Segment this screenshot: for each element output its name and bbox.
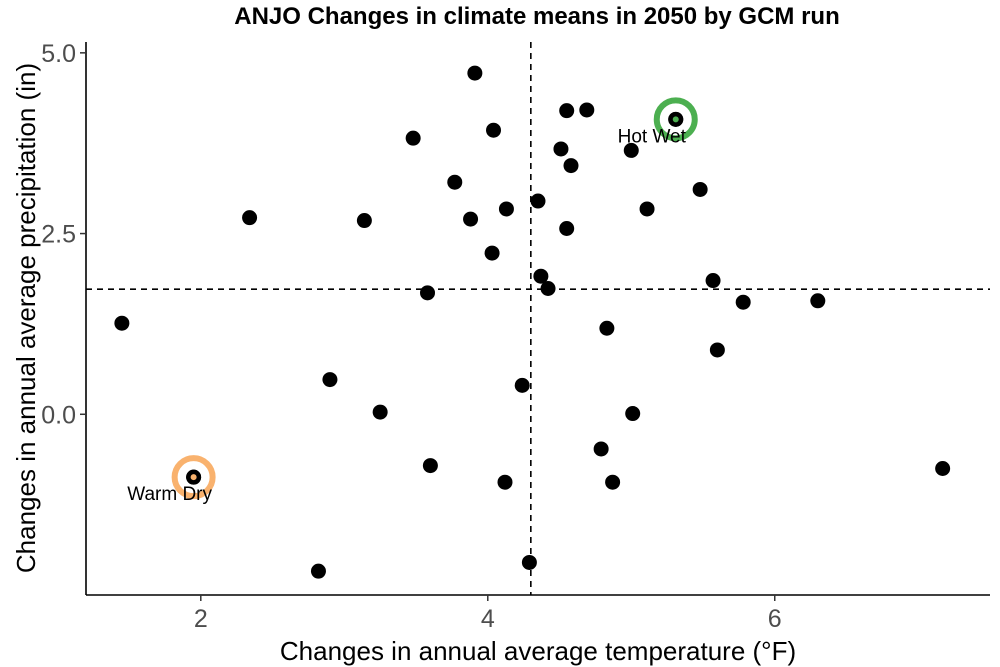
x-tick-label: 4 [481, 605, 495, 633]
scatter-point [579, 102, 595, 118]
highlight-label: Warm Dry [127, 484, 212, 505]
highlight-ring [653, 97, 698, 142]
x-axis-ticks: 2 4 6 [194, 595, 782, 633]
scatter-point [372, 404, 388, 420]
scatter-point [521, 554, 537, 570]
y-tick-label: 0.0 [41, 401, 76, 429]
scatter-point [593, 441, 609, 457]
scatter-point [467, 65, 483, 81]
scatter-point [705, 273, 721, 289]
data-points [114, 65, 951, 579]
scatter-point [422, 458, 438, 474]
scatter-point [514, 377, 530, 393]
scatter-point [497, 474, 513, 490]
scatter-point [563, 158, 579, 174]
highlight-point-center [672, 116, 679, 123]
highlight-ring [171, 455, 216, 500]
scatter-point [559, 221, 575, 237]
scatter-point [356, 213, 372, 229]
highlight-label: Hot Wet [618, 126, 687, 147]
highlight-point-center [190, 474, 197, 481]
scatter-point [486, 122, 502, 138]
scatter-point [530, 193, 546, 209]
scatter-point [692, 181, 708, 197]
y-axis-ticks: 0.0 2.5 5.0 [41, 40, 86, 429]
y-axis-title: Changes in annual average precipitation … [11, 63, 41, 573]
x-tick-label: 2 [194, 605, 208, 633]
scatter-point [735, 294, 751, 310]
scatter-point [405, 130, 421, 146]
scatter-point [447, 174, 463, 190]
scatter-point [242, 210, 258, 226]
x-tick-label: 6 [768, 605, 782, 633]
y-tick-label: 2.5 [41, 221, 76, 249]
scatter-point [533, 268, 549, 284]
scatter-point [114, 315, 130, 331]
y-tick-label: 5.0 [41, 40, 76, 68]
scatter-point [709, 342, 725, 358]
scatter-point [599, 320, 615, 336]
highlighted-scenarios: Warm Dry Hot Wet [127, 97, 698, 505]
scatter-point [935, 460, 951, 476]
scatter-point [420, 285, 436, 301]
scatter-point [553, 141, 569, 157]
scatter-point [810, 293, 826, 309]
scatter-point [623, 142, 639, 158]
scatter-point [625, 406, 641, 422]
scatter-point [639, 201, 655, 217]
scatter-point [484, 245, 500, 261]
scatter-point [540, 281, 556, 297]
scatter-point [463, 211, 479, 227]
scatter-point [559, 103, 575, 119]
scatter-point [498, 201, 514, 217]
scatter-point [322, 372, 338, 388]
reference-lines [86, 42, 990, 595]
scatter-point [310, 563, 326, 579]
chart-title: ANJO Changes in climate means in 2050 by… [234, 3, 840, 30]
scatter-point [605, 474, 621, 490]
x-axis-title: Changes in annual average temperature (°… [280, 636, 796, 666]
